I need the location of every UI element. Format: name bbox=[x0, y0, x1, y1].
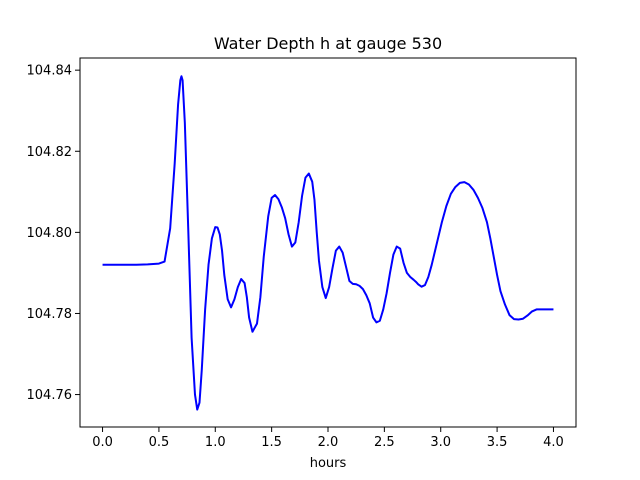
x-tick-label: 2.5 bbox=[374, 435, 395, 450]
axes-frame bbox=[79, 57, 577, 428]
x-axis-label: hours bbox=[310, 456, 347, 471]
y-axis-ticks: 104.76 104.78 104.80 104.82 104.84 bbox=[27, 64, 80, 403]
y-tick-label: 104.78 bbox=[27, 307, 73, 322]
y-tick-label: 104.76 bbox=[27, 388, 73, 403]
x-tick-label: 1.5 bbox=[261, 435, 282, 450]
chart-title: Water Depth h at gauge 530 bbox=[214, 34, 442, 53]
plot-area bbox=[102, 75, 554, 411]
x-tick-label: 2.0 bbox=[318, 435, 339, 450]
y-tick-label: 104.84 bbox=[27, 64, 73, 79]
x-tick-label: 3.5 bbox=[487, 435, 508, 450]
x-tick-label: 1.0 bbox=[205, 435, 226, 450]
series-line-0 bbox=[102, 75, 554, 411]
x-tick-label: 0.5 bbox=[149, 435, 170, 450]
x-tick-label: 0.0 bbox=[92, 435, 113, 450]
x-axis-ticks: 0.0 0.5 1.0 1.5 2.0 2.5 3.0 3.5 4.0 bbox=[92, 427, 564, 450]
x-tick-label: 4.0 bbox=[543, 435, 564, 450]
y-tick-label: 104.82 bbox=[27, 145, 73, 160]
y-tick-label: 104.80 bbox=[27, 226, 73, 241]
x-tick-label: 3.0 bbox=[430, 435, 451, 450]
